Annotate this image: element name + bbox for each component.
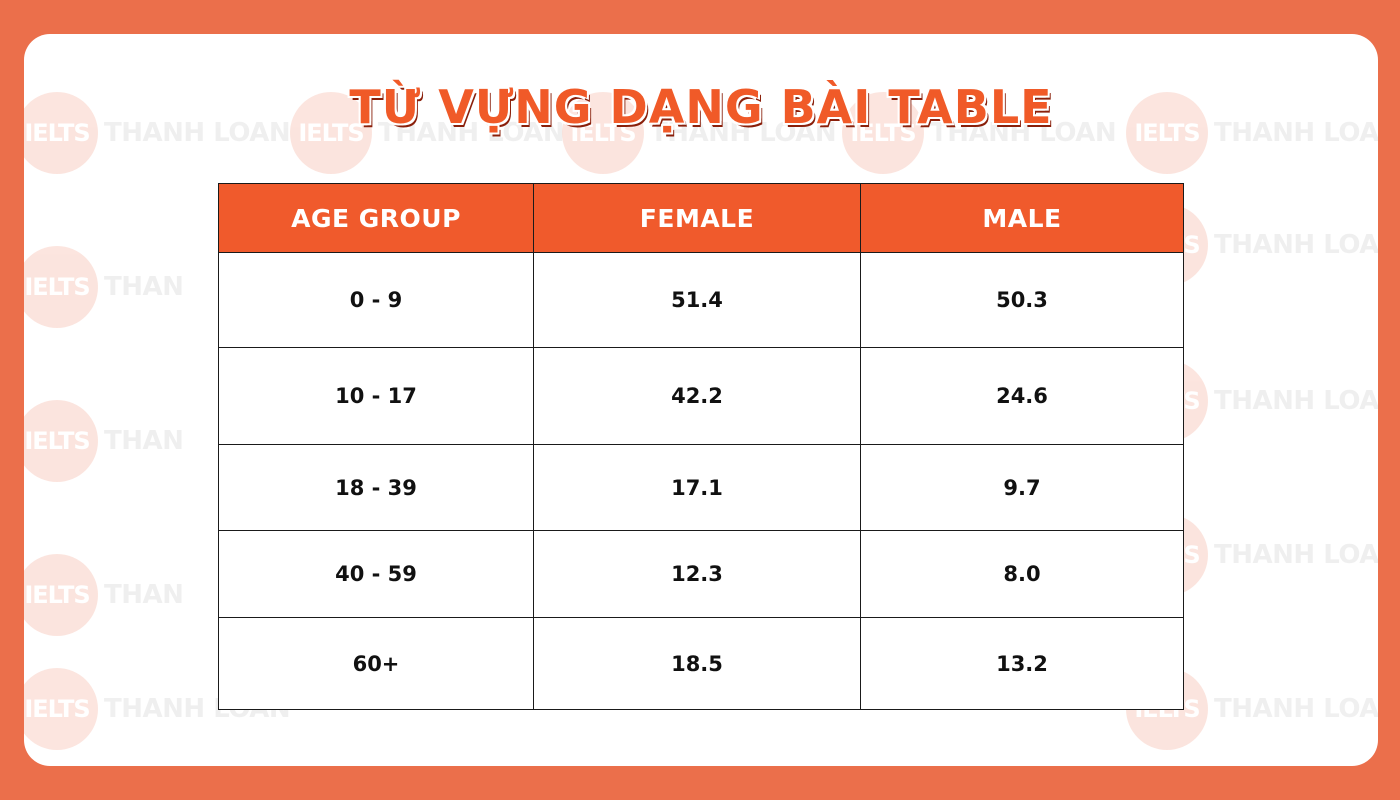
page-title: TỪ VỰNG DẠNG BÀI TABLE — [349, 80, 1053, 134]
cell-age-group: 60+ — [218, 617, 534, 710]
table-header-row: AGE GROUP FEMALE MALE — [218, 183, 1184, 253]
column-header-female: FEMALE — [533, 183, 861, 253]
cell-female: 18.5 — [533, 617, 861, 710]
cell-male: 8.0 — [860, 530, 1184, 618]
table-row: 18 - 39 17.1 9.7 — [218, 444, 1184, 531]
watermark-logo-icon: IELTS — [24, 246, 98, 328]
data-table: AGE GROUP FEMALE MALE 0 - 9 51.4 50.3 10… — [218, 183, 1184, 710]
cell-female: 42.2 — [533, 347, 861, 445]
watermark: IELTS THAN — [24, 246, 184, 328]
watermark-text: THAN — [104, 272, 184, 302]
watermark-text: THANH LOAN — [1214, 386, 1378, 416]
cell-male: 50.3 — [860, 252, 1184, 348]
cell-age-group: 18 - 39 — [218, 444, 534, 531]
cell-male: 13.2 — [860, 617, 1184, 710]
cell-age-group: 10 - 17 — [218, 347, 534, 445]
table-row: 60+ 18.5 13.2 — [218, 617, 1184, 710]
watermark-text: THANH LOAN — [1214, 540, 1378, 570]
watermark: IELTS THAN — [24, 400, 184, 482]
watermark-logo-icon: IELTS — [24, 668, 98, 750]
watermark-text: THANH LOAN — [1214, 230, 1378, 260]
watermark-text: THAN — [104, 426, 184, 456]
watermark: IELTS THAN — [24, 554, 184, 636]
cell-female: 51.4 — [533, 252, 861, 348]
watermark-logo-icon: IELTS — [24, 554, 98, 636]
cell-male: 9.7 — [860, 444, 1184, 531]
cell-male: 24.6 — [860, 347, 1184, 445]
table-row: 0 - 9 51.4 50.3 — [218, 252, 1184, 348]
content-card: IELTS THANH LOAN IELTS THANH LOAN IELTS … — [24, 34, 1378, 766]
table-row: 10 - 17 42.2 24.6 — [218, 347, 1184, 445]
cell-age-group: 40 - 59 — [218, 530, 534, 618]
watermark-text: THANH LOAN — [1214, 694, 1378, 724]
cell-female: 12.3 — [533, 530, 861, 618]
table-row: 40 - 59 12.3 8.0 — [218, 530, 1184, 618]
watermark-text: THAN — [104, 580, 184, 610]
column-header-age-group: AGE GROUP — [218, 183, 534, 253]
cell-age-group: 0 - 9 — [218, 252, 534, 348]
cell-female: 17.1 — [533, 444, 861, 531]
watermark-logo-icon: IELTS — [24, 400, 98, 482]
column-header-male: MALE — [860, 183, 1184, 253]
